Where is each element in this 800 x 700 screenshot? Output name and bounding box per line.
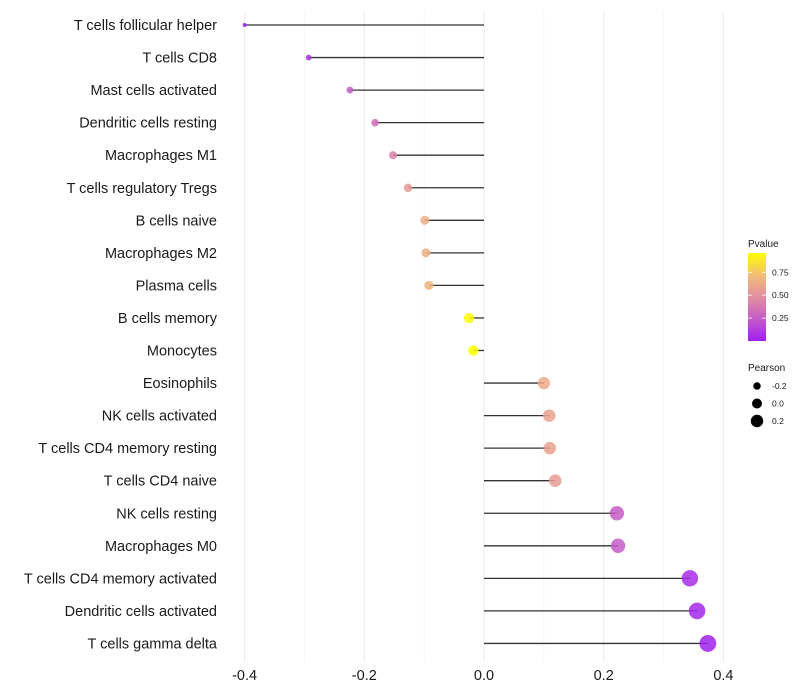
lollipop-point bbox=[388, 151, 398, 160]
lollipop-point bbox=[421, 248, 431, 258]
size-key-dot bbox=[752, 398, 762, 409]
y-axis-label: Eosinophils bbox=[143, 376, 217, 392]
y-axis-label: Dendritic cells activated bbox=[65, 604, 217, 620]
size-key-label: -0.2 bbox=[772, 381, 787, 391]
size-key-label: 0.2 bbox=[772, 416, 784, 426]
lollipop-point bbox=[548, 474, 562, 488]
lollipop-point bbox=[424, 280, 434, 290]
y-axis-label: B cells naive bbox=[136, 213, 217, 229]
lollipop-point bbox=[346, 86, 354, 94]
lollipop-point bbox=[463, 312, 475, 324]
y-axis-label: Macrophages M0 bbox=[105, 539, 217, 555]
y-axis-label: B cells memory bbox=[118, 311, 218, 327]
legend-color-title: Pvalue bbox=[748, 239, 779, 250]
grid-lines bbox=[244, 12, 724, 662]
x-tick-label: 0.0 bbox=[474, 668, 494, 684]
size-key-label: 0.0 bbox=[772, 399, 784, 409]
lollipop-point bbox=[699, 635, 717, 652]
lollipop-point bbox=[610, 538, 626, 553]
lollipop-point bbox=[543, 441, 557, 455]
x-tick-label: -0.4 bbox=[232, 668, 257, 684]
y-axis-label: NK cells resting bbox=[116, 506, 217, 522]
colorbar-tick-label: 0.75 bbox=[772, 267, 789, 277]
y-axis-label: Macrophages M1 bbox=[105, 148, 217, 164]
lollipop-point bbox=[403, 183, 413, 193]
lollipop-point bbox=[609, 506, 625, 521]
colorbar-tick-label: 0.25 bbox=[772, 313, 789, 323]
y-axis-label: T cells regulatory Tregs bbox=[67, 181, 217, 197]
x-axis-tick-labels: -0.4 -0.2 0.0 0.2 0.4 bbox=[232, 668, 733, 684]
x-tick-label: -0.2 bbox=[352, 668, 377, 684]
lollipop-point bbox=[305, 54, 312, 61]
lollipop-point bbox=[468, 345, 479, 356]
lollipop-point bbox=[681, 570, 699, 587]
lollipop-point bbox=[688, 602, 706, 620]
x-tick-label: 0.4 bbox=[713, 668, 733, 684]
legend-size-title: Pearson bbox=[748, 363, 785, 374]
x-tick-label: 0.2 bbox=[594, 668, 614, 684]
y-axis-label: Monocytes bbox=[147, 344, 217, 360]
y-axis-labels: T cells follicular helper T cells CD8 Mast… bbox=[24, 18, 218, 652]
size-key-dot bbox=[750, 414, 764, 428]
lollipop-point bbox=[537, 376, 551, 390]
lollipop-point bbox=[242, 23, 247, 27]
legend: Pvalue 0.25 0.50 0.75 Pearson -0.2 0.0 0.2 bbox=[748, 239, 789, 428]
lollipop-point bbox=[371, 118, 379, 127]
y-axis-label: T cells follicular helper bbox=[74, 18, 217, 34]
colorbar-tick-label: 0.50 bbox=[772, 290, 789, 300]
y-axis-label: T cells CD4 naive bbox=[104, 474, 217, 490]
lollipop-segments bbox=[244, 24, 708, 645]
lollipop-point bbox=[542, 409, 556, 422]
y-axis-label: Mast cells activated bbox=[90, 83, 217, 99]
size-key-dot bbox=[753, 382, 761, 390]
lollipop-points bbox=[242, 23, 717, 652]
y-axis-label: Dendritic cells resting bbox=[79, 116, 217, 132]
y-axis-label: T cells CD4 memory resting bbox=[38, 441, 217, 457]
y-axis-label: T cells CD4 memory activated bbox=[24, 571, 217, 587]
y-axis-label: Plasma cells bbox=[136, 278, 217, 294]
y-axis-label: T cells gamma delta bbox=[88, 636, 218, 652]
y-axis-label: NK cells activated bbox=[102, 409, 217, 425]
y-axis-label: T cells CD8 bbox=[142, 51, 217, 67]
y-axis-label: Macrophages M2 bbox=[105, 246, 217, 262]
lollipop-point bbox=[420, 215, 430, 225]
legend-colorbar bbox=[748, 253, 766, 341]
